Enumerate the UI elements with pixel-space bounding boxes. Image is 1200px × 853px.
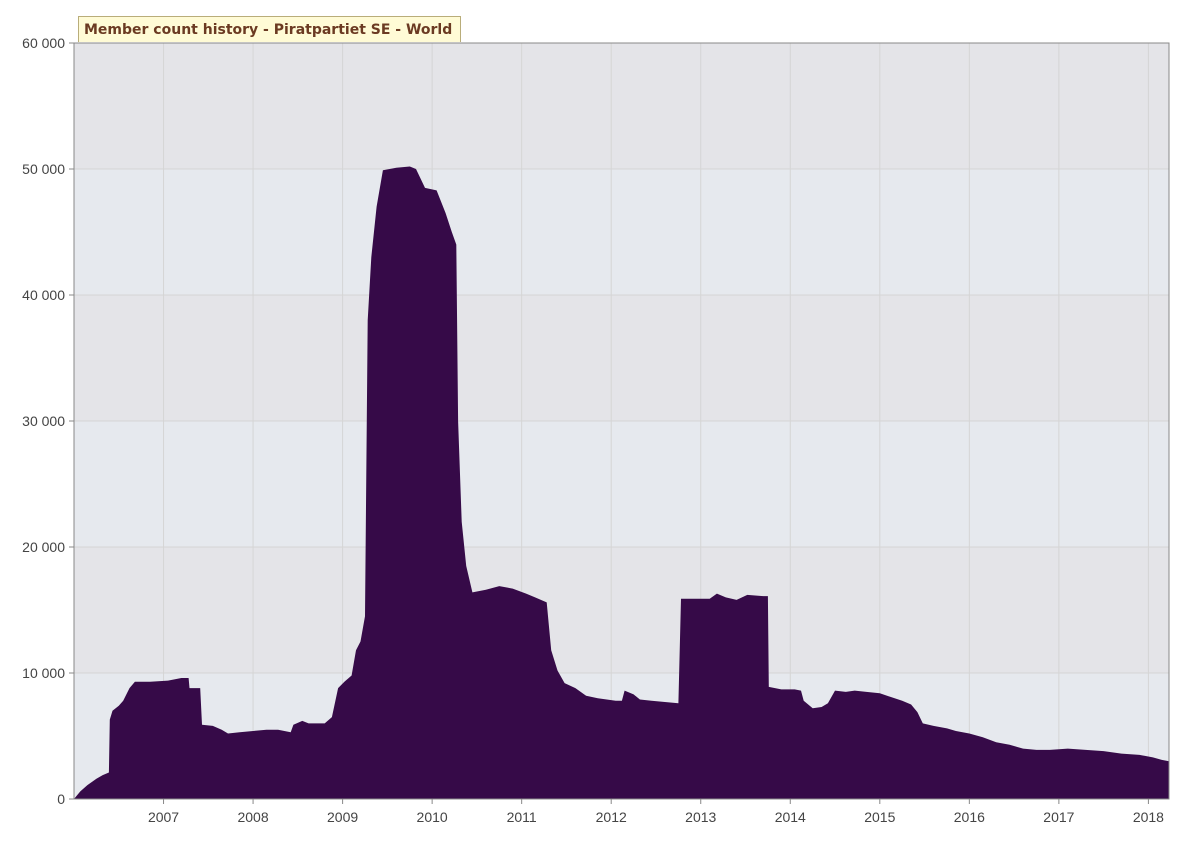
plot-band bbox=[74, 421, 1169, 547]
y-axis-tick-labels: 0 10 000 20 000 30 000 40 000 50 000 60 000 bbox=[22, 35, 74, 807]
x-tick-label: 2011 bbox=[507, 809, 537, 825]
x-tick-label: 2008 bbox=[237, 809, 268, 825]
x-tick-label: 2015 bbox=[864, 809, 895, 825]
x-tick-label: 2016 bbox=[954, 809, 985, 825]
y-tick-label: 20 000 bbox=[22, 539, 65, 555]
x-tick-label: 2018 bbox=[1133, 809, 1164, 825]
y-tick-label: 30 000 bbox=[22, 413, 65, 429]
plot-background bbox=[74, 43, 1169, 799]
x-tick-label: 2014 bbox=[775, 809, 806, 825]
plot-band bbox=[74, 43, 1169, 169]
x-axis-tick-labels: 2007 2008 2009 2010 2011 2012 2013 2014 2015 2016… bbox=[148, 799, 1164, 825]
x-tick-label: 2010 bbox=[417, 809, 448, 825]
plot-band bbox=[74, 295, 1169, 421]
x-tick-label: 2013 bbox=[685, 809, 716, 825]
x-tick-label: 2007 bbox=[148, 809, 179, 825]
y-tick-label: 10 000 bbox=[22, 665, 65, 681]
y-tick-label: 40 000 bbox=[22, 287, 65, 303]
x-tick-label: 2017 bbox=[1043, 809, 1074, 825]
y-tick-label: 50 000 bbox=[22, 161, 65, 177]
horizontal-gridlines bbox=[74, 168, 1169, 674]
y-tick-label: 60 000 bbox=[22, 35, 65, 51]
member-count-area bbox=[74, 166, 1169, 799]
x-tick-label: 2009 bbox=[327, 809, 358, 825]
chart-title: Member count history - Piratpartiet SE -… bbox=[78, 16, 462, 42]
plot-band bbox=[74, 169, 1169, 295]
plot-band bbox=[74, 547, 1169, 673]
x-tick-label: 2012 bbox=[596, 809, 627, 825]
y-tick-label: 0 bbox=[57, 791, 65, 807]
